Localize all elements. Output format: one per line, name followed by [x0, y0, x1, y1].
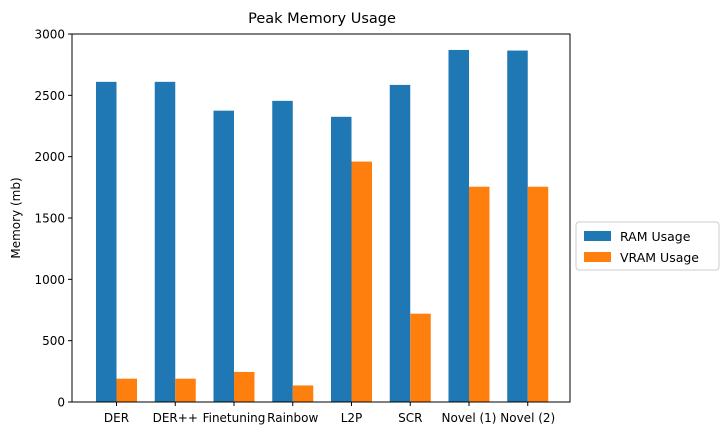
- y-tick-label-3: 1500: [34, 212, 65, 226]
- bar-vram-7: [527, 186, 549, 402]
- x-tick-label-4: L2P: [341, 411, 363, 425]
- x-tick-label-1: DER++: [153, 411, 198, 425]
- legend-label-0: RAM Usage: [620, 229, 691, 244]
- x-tick-label-7: Novel (2): [500, 411, 555, 425]
- bar-ram-0: [96, 81, 117, 402]
- y-axis: 0 500 1000 1500 2000 2500 3000: [34, 28, 72, 410]
- bar-vram-6: [469, 186, 490, 402]
- y-tick-label-5: 2500: [34, 89, 65, 103]
- x-tick-label-5: SCR: [398, 411, 422, 425]
- plot-frame: [71, 33, 571, 403]
- legend-swatch-0: [584, 231, 611, 241]
- bar-ram-2: [213, 110, 234, 403]
- bar-ram-6: [448, 49, 469, 402]
- x-tick-label-2: Finetuning: [203, 411, 266, 425]
- bar-vram-2: [234, 371, 255, 402]
- legend-box: [575, 221, 720, 271]
- bar-ram-4: [331, 116, 352, 403]
- x-tick-label-3: Rainbow: [267, 411, 318, 425]
- legend-label-1: VRAM Usage: [620, 250, 699, 265]
- bar-vram-0: [116, 378, 137, 402]
- y-axis-label: Memory (mb): [9, 177, 23, 258]
- bar-ram-3: [272, 100, 293, 402]
- y-tick-label-0: 0: [57, 396, 65, 410]
- bar-vram-5: [410, 313, 431, 402]
- bars-layer: [96, 49, 549, 403]
- x-tick-label-0: DER: [104, 411, 129, 425]
- chart-title: Peak Memory Usage: [248, 11, 396, 27]
- bar-ram-7: [507, 50, 528, 403]
- y-tick-label-2: 1000: [34, 273, 65, 287]
- y-tick-label-1: 500: [42, 334, 65, 348]
- legend-swatch-1: [584, 252, 611, 262]
- y-tick-label-4: 2000: [34, 150, 65, 164]
- bar-ram-5: [389, 84, 411, 402]
- bar-ram-1: [154, 81, 176, 402]
- x-tick-label-6: Novel (1): [442, 411, 497, 425]
- bar-vram-1: [175, 378, 196, 402]
- y-tick-label-6: 3000: [34, 28, 65, 42]
- x-axis: DER DER++ Finetuning Rainbow L2P SCR Novel (1)…: [104, 402, 555, 425]
- bar-vram-3: [292, 385, 314, 402]
- legend: RAM Usage VRAM Usage: [575, 221, 720, 271]
- bar-vram-4: [351, 161, 372, 402]
